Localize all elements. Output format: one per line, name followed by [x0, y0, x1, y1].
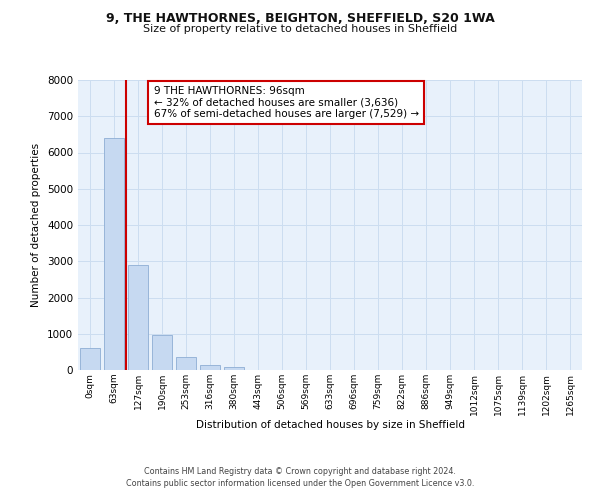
- Bar: [128, 265, 148, 370]
- Text: 9 THE HAWTHORNES: 96sqm
← 32% of detached houses are smaller (3,636)
67% of semi: 9 THE HAWTHORNES: 96sqm ← 32% of detache…: [154, 86, 419, 119]
- Y-axis label: Number of detached properties: Number of detached properties: [31, 143, 41, 307]
- Bar: [80, 348, 100, 370]
- Bar: [200, 365, 220, 370]
- Bar: [152, 335, 172, 370]
- Bar: [176, 357, 196, 370]
- Bar: [104, 138, 124, 370]
- Text: 9, THE HAWTHORNES, BEIGHTON, SHEFFIELD, S20 1WA: 9, THE HAWTHORNES, BEIGHTON, SHEFFIELD, …: [106, 12, 494, 26]
- Text: Contains HM Land Registry data © Crown copyright and database right 2024.: Contains HM Land Registry data © Crown c…: [144, 467, 456, 476]
- X-axis label: Distribution of detached houses by size in Sheffield: Distribution of detached houses by size …: [196, 420, 464, 430]
- Text: Size of property relative to detached houses in Sheffield: Size of property relative to detached ho…: [143, 24, 457, 34]
- Bar: [224, 368, 244, 370]
- Text: Contains public sector information licensed under the Open Government Licence v3: Contains public sector information licen…: [126, 478, 474, 488]
